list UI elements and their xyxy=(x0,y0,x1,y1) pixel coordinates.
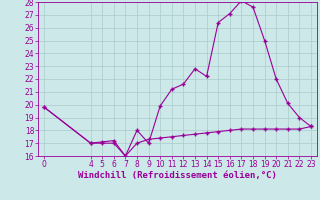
X-axis label: Windchill (Refroidissement éolien,°C): Windchill (Refroidissement éolien,°C) xyxy=(78,171,277,180)
